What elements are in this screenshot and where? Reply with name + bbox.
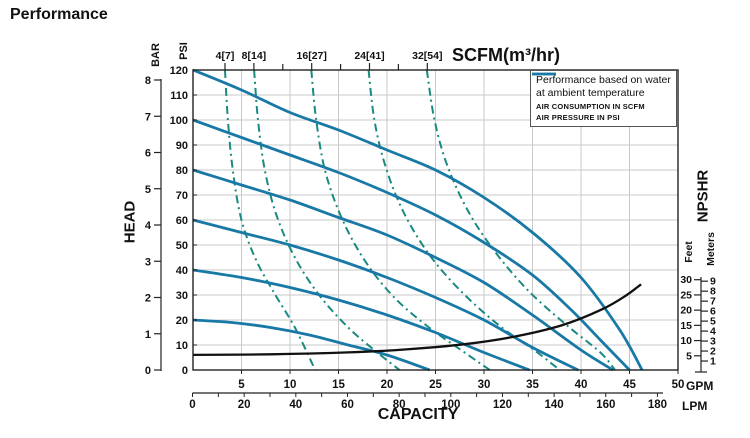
curves [192,68,644,372]
meters-tick-label: 2 [710,346,716,358]
psi-tick-label: 100 [170,115,188,127]
psi-tick-label: 110 [170,90,188,102]
gpm-tick-label: 20 [381,379,394,391]
lpm-tick-label: 0 [189,399,195,411]
meters-tick-label: 9 [710,276,716,288]
psi-tick-label: 40 [176,265,188,277]
scfm-tick-label: 24[41] [354,50,384,62]
gpm-tick-label: 10 [284,379,297,391]
air-consumption-curve-8-scfm [253,69,401,371]
feet-tick-label: 10 [680,335,692,347]
lpm-tick-label: 20 [238,399,251,411]
legend-item-consumption: AIR CONSUMPTION IN SCFM [532,72,671,112]
bar-tick-label: 8 [145,75,151,87]
lpm-tick-label: 140 [545,399,564,411]
lpm-tick-label: 80 [393,399,406,411]
air-pressure-curve-40-psi [192,268,531,372]
air-pressure-curve-20-psi [192,318,431,372]
psi-tick-label: 80 [176,165,188,177]
psi-tick-label: 120 [170,65,188,77]
gpm-tick-label: 35 [526,379,539,391]
bar-tick-label: 7 [145,111,151,123]
lpm-tick-label: 120 [493,399,512,411]
bar-tick-label: 5 [145,184,151,196]
air-pressure-curve-80-psi [192,168,614,372]
psi-tick-label: 50 [176,240,188,252]
meters-tick-label: 3 [710,336,716,348]
air-pressure-curve-120-psi [192,68,644,371]
scfm-tick-label: 16[27] [297,50,327,62]
gpm-tick-label: 15 [332,379,345,391]
bar-tick-label: 4 [145,220,152,232]
lpm-tick-label: 40 [289,399,302,411]
gpm-tick-label: 40 [575,379,588,391]
grid [193,70,678,370]
bar-tick-label: 0 [145,365,151,377]
gpm-tick-label: 50 [672,379,685,391]
scfm-tick-label: 32[54] [412,50,442,62]
legend-item-pressure: AIR PRESSURE IN PSI [532,72,671,123]
lpm-tick-label: 100 [441,399,460,411]
top-axis [224,63,428,70]
psi-tick-label: 0 [182,365,188,377]
meters-tick-label: 6 [710,306,716,318]
x-axis-title: CAPACITY [377,406,459,423]
solid-line-icon [532,72,556,76]
lpm-unit-label: LPM [682,399,708,413]
legend-label-pressure: AIR PRESSURE IN PSI [536,113,620,123]
gpm-tick-label: 45 [623,379,636,391]
feet-tick-label: 5 [686,350,692,362]
meters-tick-label: 1 [710,356,716,368]
lpm-tick-label: 60 [341,399,354,411]
psi-tick-label: 70 [176,190,188,202]
psi-tick-label: 30 [176,290,188,302]
air-pressure-curve-60-psi [192,218,579,372]
psi-tick-label: 60 [176,215,188,227]
psi-tick-label: 20 [176,315,188,327]
feet-tick-label: 20 [680,305,692,317]
lpm-tick-label: 180 [648,399,667,411]
bar-tick-label: 1 [145,329,151,341]
feet-tick-label: 15 [680,320,692,332]
air-consumption-curve-4-scfm [224,69,317,371]
chart-legend: Performance based on water at ambient te… [530,70,677,128]
scfm-tick-label: 8[14] [242,50,267,62]
npshr-curve [192,283,642,357]
psi-tick-label: 10 [176,340,188,352]
scfm-tick-label: 4[7] [216,50,235,62]
gpm-tick-label: 25 [429,379,442,391]
page-title: Performance [10,6,108,23]
legend-note-line1: Performance based on water [536,74,671,86]
gpm-tick-label: 5 [238,379,245,391]
bar-tick-label: 3 [145,256,151,268]
meters-tick-label: 5 [710,316,716,328]
feet-tick-label: 30 [680,274,692,286]
top-axis-title: SCFM(m³/hr) [452,45,560,65]
feet-tick-label: 25 [680,289,692,301]
meters-tick-label: 8 [710,286,716,298]
gpm-unit-label: GPM [686,379,714,393]
gpm-tick-label: 30 [478,379,491,391]
psi-tick-label: 90 [176,140,188,152]
lpm-tick-label: 160 [596,399,615,411]
legend-note-line2: at ambient temperature [536,87,645,100]
meters-tick-label: 7 [710,296,716,308]
meters-tick-label: 4 [710,326,716,338]
legend-label-consumption: AIR CONSUMPTION IN SCFM [536,102,645,112]
bar-tick-label: 6 [145,148,151,160]
bar-tick-label: 2 [145,293,151,305]
